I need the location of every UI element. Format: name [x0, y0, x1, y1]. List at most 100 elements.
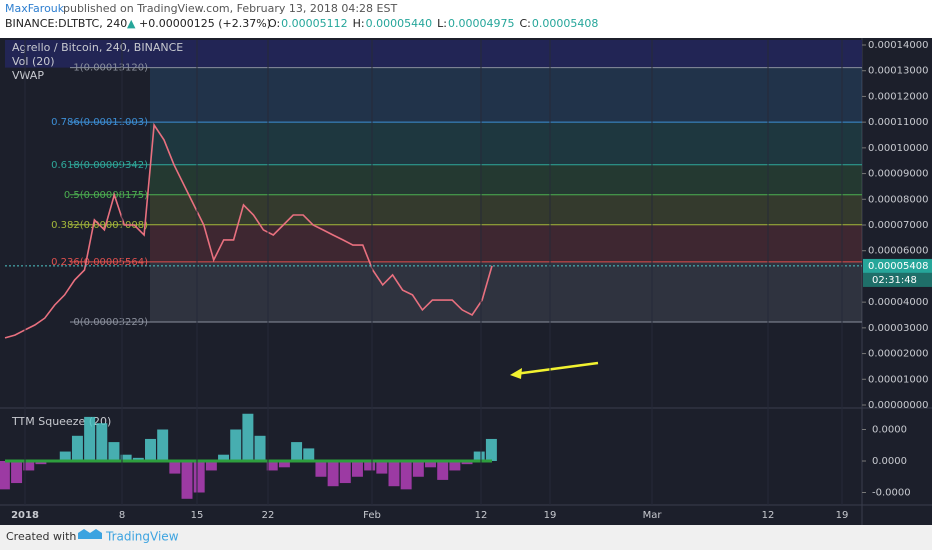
squeeze-bar: [71, 435, 83, 461]
y-tick-label: 0.0000: [872, 425, 907, 436]
y-tick-label: 0.00013000: [868, 66, 928, 77]
time-label: 12: [475, 510, 488, 521]
annotation-arrow: [514, 361, 599, 376]
y-tick-label: 0.00014000: [868, 40, 928, 51]
fib-top-band: [5, 40, 862, 68]
ohlc-value: 0.00004975: [448, 17, 514, 30]
last-price-tag: [863, 258, 932, 273]
y-tick-label: 0.00006000: [868, 246, 928, 257]
ohlc-value: 0.00005440: [366, 17, 432, 30]
y-tick-label: -0.0000: [872, 488, 911, 499]
squeeze-bar: [23, 461, 35, 471]
fib-band: [150, 122, 862, 165]
fib-label: 0.618(0.00009342): [51, 160, 148, 171]
squeeze-bar: [157, 429, 169, 461]
squeeze-bar: [388, 461, 400, 487]
squeeze-bar: [0, 461, 10, 490]
y-tick-label: 0.00004000: [868, 297, 928, 308]
squeeze-bar: [11, 461, 23, 484]
legend-indicator: Vol (20): [12, 55, 55, 68]
squeeze-bar: [461, 461, 473, 465]
squeeze-bar: [437, 461, 449, 480]
squeeze-bar: [254, 435, 266, 461]
squeeze-bar: [242, 413, 254, 461]
up-arrow: ▲: [127, 17, 136, 30]
squeeze-bar: [376, 461, 388, 474]
y-tick-label: 0.00007000: [868, 220, 928, 231]
squeeze-bar: [108, 442, 120, 461]
time-label: 19: [544, 510, 557, 521]
squeeze-bar: [218, 454, 230, 461]
fib-label: 0.236(0.00005564): [51, 257, 148, 268]
y-tick-label: 0.00001000: [868, 374, 928, 385]
legend-title: Agrello / Bitcoin, 240, BINANCE: [12, 41, 183, 54]
symbol: BINANCE:DLTBTC, 240: [5, 17, 127, 30]
y-tick-label: 0.00000000: [868, 400, 928, 411]
y-tick-label: 0.00003000: [868, 323, 928, 334]
squeeze-bar: [205, 461, 217, 471]
squeeze-bar: [84, 416, 96, 461]
time-label: Feb: [363, 510, 381, 521]
squeeze-bar: [266, 461, 278, 471]
fib-band: [150, 164, 862, 195]
fib-band: [150, 67, 862, 123]
countdown-tag: [863, 272, 932, 287]
squeeze-bar: [169, 461, 181, 474]
ohlc-key: L:: [437, 17, 447, 30]
ohlc-value: 0.00005408: [532, 17, 598, 30]
fib-label: 0.786(0.00011003): [51, 117, 148, 128]
countdown: 02:31:48: [872, 275, 917, 286]
squeeze-bar: [315, 461, 327, 477]
squeeze-bar: [120, 454, 132, 461]
squeeze-bar: [485, 438, 497, 461]
footer-bg: [0, 525, 932, 550]
squeeze-bar: [351, 461, 363, 477]
y-tick-label: 0.0000: [872, 456, 907, 467]
ohlc-key: O:: [268, 17, 280, 30]
fib-band: [150, 261, 862, 322]
squeeze-bar: [303, 448, 315, 461]
squeeze-bar: [473, 451, 485, 461]
squeeze-bar: [339, 461, 351, 484]
squeeze-bar: [278, 461, 290, 468]
fib-label: 0.5(0.00008175): [64, 190, 148, 201]
ohlc-key: C:: [519, 17, 530, 30]
squeeze-bar: [181, 461, 193, 499]
change: +0.00000125 (+2.37%): [139, 17, 271, 30]
time-label: 8: [119, 510, 125, 521]
last-price-label: 0.00005408: [868, 261, 928, 272]
squeeze-bar: [412, 461, 424, 477]
time-label: 19: [836, 510, 849, 521]
fib-label: 1(0.00013120): [73, 63, 148, 74]
time-label: 22: [262, 510, 275, 521]
brand-logo: [78, 529, 102, 539]
squeeze-bar: [364, 461, 376, 471]
time-label: 12: [762, 510, 775, 521]
y-tick-label: 0.00002000: [868, 349, 928, 360]
price-line: [4, 122, 493, 339]
footer-brand[interactable]: TradingView: [105, 530, 179, 544]
y-tick-label: 0.00011000: [868, 117, 928, 128]
time-label: 2018: [11, 510, 39, 521]
fib-label: 0(0.00003229): [73, 317, 148, 328]
published: published on TradingView.com, February 1…: [63, 2, 397, 15]
squeeze-title: TTM Squeeze (20): [11, 415, 111, 428]
time-label: 15: [191, 510, 204, 521]
author[interactable]: MaxFarouk: [5, 2, 65, 15]
y-tick-label: 0.00012000: [868, 91, 928, 102]
squeeze-bar: [35, 461, 47, 465]
header-bg: [0, 0, 932, 38]
ohlc-key: H:: [353, 17, 365, 30]
legend-indicator: VWAP: [12, 69, 44, 82]
y-tick-label: 0.00009000: [868, 169, 928, 180]
fib-band: [150, 194, 862, 225]
y-tick-label: 0.00008000: [868, 194, 928, 205]
time-label: Mar: [643, 510, 663, 521]
footer-text: Created with: [6, 530, 76, 543]
annotation-arrow-head: [510, 368, 522, 379]
squeeze-bar: [425, 461, 436, 468]
squeeze-bar: [132, 457, 144, 461]
squeeze-bar: [145, 438, 156, 461]
squeeze-bar: [400, 461, 412, 490]
